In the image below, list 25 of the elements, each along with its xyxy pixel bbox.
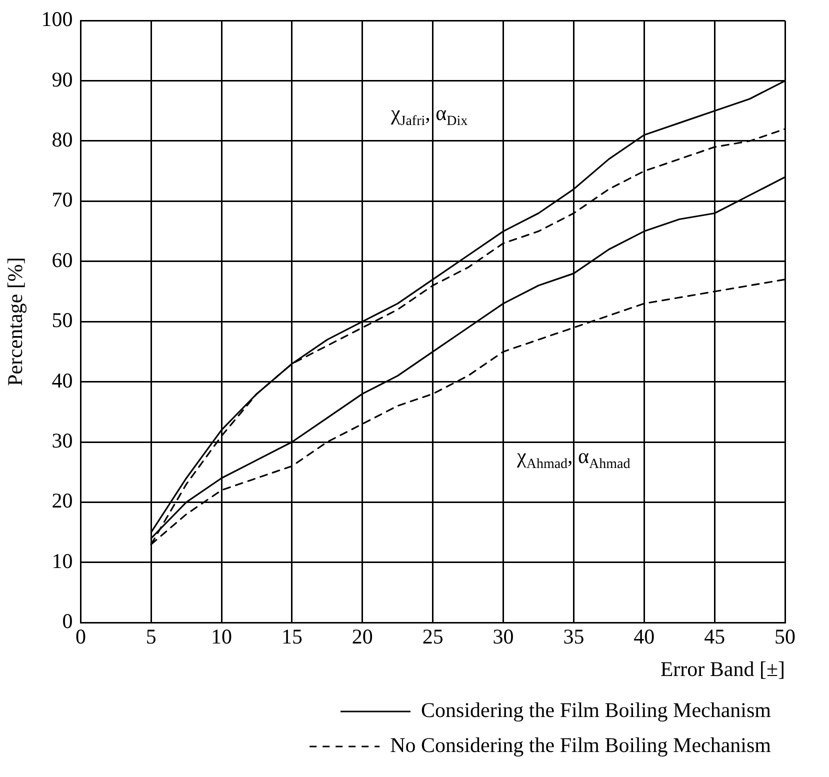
x-tick-label: 40 — [634, 624, 655, 649]
x-axis-title: Error Band [±] — [660, 656, 785, 681]
x-tick-label: 15 — [281, 624, 302, 649]
x-tick-label: 50 — [774, 624, 796, 649]
y-tick-label: 70 — [52, 188, 73, 212]
y-tick-label: 80 — [52, 128, 73, 152]
x-tick-label: 45 — [704, 624, 726, 649]
y-tick-label: 30 — [52, 428, 73, 453]
x-tick-label: 5 — [146, 624, 156, 649]
legend-label: Considering the Film Boiling Mechanism — [421, 698, 772, 722]
y-tick-label: 40 — [52, 368, 73, 392]
y-tick-label: 60 — [52, 248, 73, 272]
x-tick-label: 20 — [352, 624, 373, 649]
y-tick-label: 10 — [52, 548, 73, 573]
legend-label: No Considering the Film Boiling Mechanism — [390, 733, 772, 758]
y-axis-title: Percentage [%] — [3, 257, 28, 386]
x-tick-label: 30 — [492, 624, 514, 649]
y-tick-label: 100 — [41, 7, 73, 32]
y-tick-label: 90 — [52, 67, 73, 92]
y-tick-label: 20 — [52, 488, 73, 513]
x-tick-label: 35 — [563, 624, 584, 649]
y-tick-label: 50 — [52, 308, 73, 332]
x-tick-label: 25 — [422, 624, 444, 649]
y-tick-label: 0 — [62, 609, 73, 634]
x-tick-label: 10 — [211, 624, 232, 649]
